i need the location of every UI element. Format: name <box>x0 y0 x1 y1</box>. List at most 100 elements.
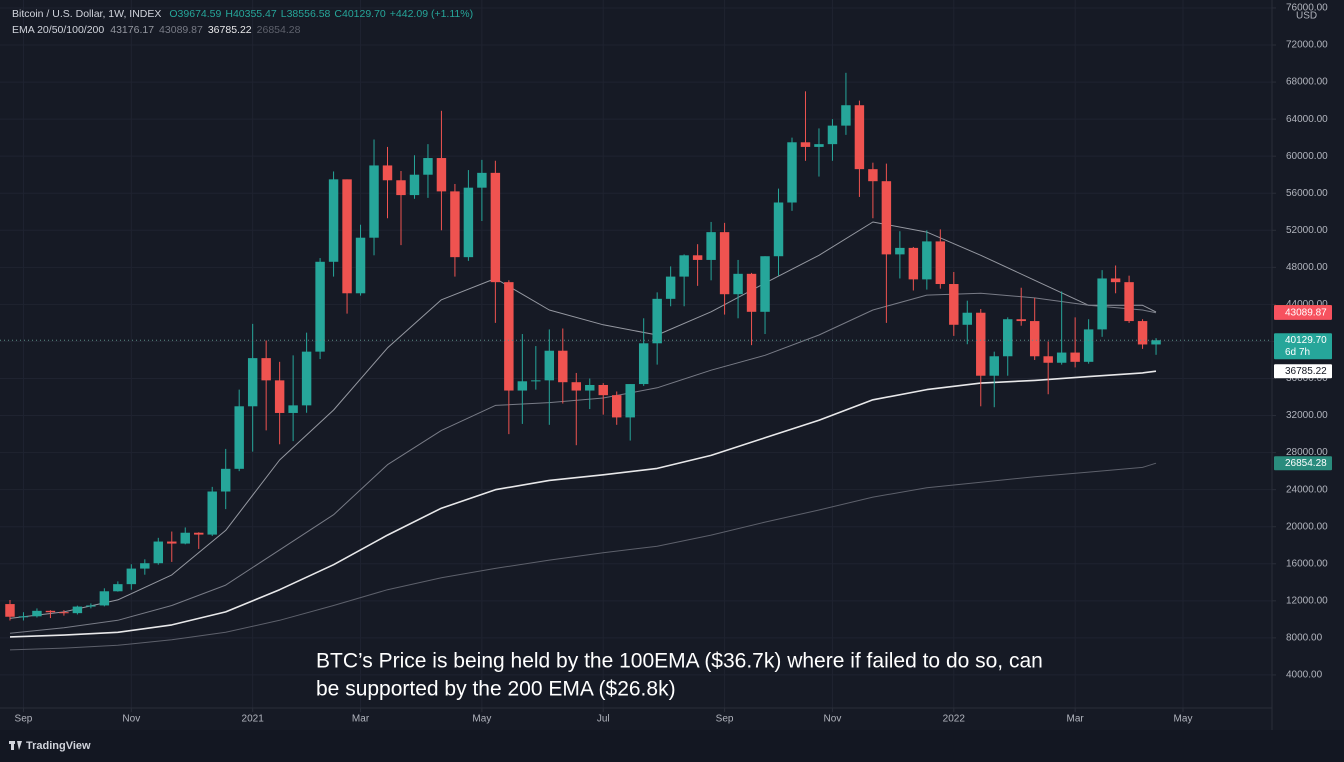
y-tick-label: 44000.00 <box>1286 299 1328 310</box>
candle-body <box>328 179 339 262</box>
candle-body <box>760 256 770 312</box>
annotation: be supported by the 200 EMA ($26.8k) <box>316 678 676 701</box>
candle-body <box>1016 319 1026 322</box>
ohlc-label: O39674.59 <box>169 8 221 20</box>
y-tick-label: 60000.00 <box>1286 151 1328 162</box>
candle-body <box>86 605 96 607</box>
candle-body <box>531 380 541 382</box>
candle-body <box>517 381 528 391</box>
candle-body <box>153 541 164 564</box>
candle-body <box>261 358 271 381</box>
x-tick-label: Sep <box>716 714 734 725</box>
currency: USD <box>1296 11 1317 22</box>
candle-body <box>436 158 447 192</box>
symbol-title: Bitcoin / U.S. Dollar, 1W, INDEX <box>12 8 161 20</box>
y-tick-label: 16000.00 <box>1286 558 1328 569</box>
candle-body <box>477 172 487 188</box>
ema-badge-bg <box>1274 305 1332 320</box>
x-tick-label: Nov <box>122 714 140 725</box>
candle-body <box>504 282 514 391</box>
y-tick-label: 28000.00 <box>1286 447 1328 458</box>
candle-body <box>274 380 285 413</box>
candle-body <box>706 232 716 260</box>
candle-body <box>1056 352 1067 363</box>
candle-body <box>1043 356 1053 363</box>
candle-body <box>585 384 595 391</box>
candle-body <box>868 169 878 182</box>
y-tick-label: 56000.00 <box>1286 188 1328 199</box>
candle-body <box>113 584 123 592</box>
candle-body <box>5 604 15 617</box>
candle-body <box>1097 278 1107 330</box>
candle-body <box>490 172 501 283</box>
ohlc-label: +442.09 (+1.11%) <box>390 8 473 20</box>
candle-body <box>544 350 555 381</box>
candle-body <box>612 395 622 418</box>
candle-body <box>558 350 568 383</box>
candle-body <box>1029 321 1040 357</box>
ema-badge-bg <box>1274 364 1332 379</box>
candle-body <box>288 405 298 413</box>
candle-body <box>396 180 406 196</box>
candle-body <box>665 276 676 299</box>
ema-badge-bg <box>1274 456 1332 471</box>
ohlc-label: H40355.47 <box>225 8 277 20</box>
ema-lines <box>9 221 1157 651</box>
y-tick-label: 12000.00 <box>1286 595 1328 606</box>
x-tick-label: Nov <box>824 714 842 725</box>
annotation: BTC’s Price is being held by the 100EMA … <box>316 650 1043 673</box>
candle-body <box>733 273 743 295</box>
candle-body <box>746 273 757 312</box>
y-tick-label: 24000.00 <box>1286 484 1328 495</box>
candle-body <box>355 237 366 294</box>
candle-body <box>207 491 217 535</box>
candle-body <box>638 343 649 385</box>
candle-body <box>854 105 865 170</box>
x-tick-label: 2021 <box>242 714 265 725</box>
ema-badge: 43089.87 <box>1285 307 1327 318</box>
candle-body <box>315 261 325 352</box>
candle-body <box>180 532 190 544</box>
candle-body <box>72 606 83 614</box>
y-tick-label: 72000.00 <box>1286 40 1328 51</box>
ema-value: 43089.87 <box>159 24 203 36</box>
x-tick-label: 2022 <box>943 714 966 725</box>
candle-body <box>18 616 29 618</box>
price-badges: 43176.1743089.8736785.2226854.2840129.70… <box>1274 305 1332 471</box>
candle-body <box>369 165 379 238</box>
candle-body <box>140 563 150 569</box>
y-tick-label: 20000.00 <box>1286 521 1328 532</box>
candle-body <box>1151 340 1161 345</box>
candle-body <box>247 358 258 407</box>
ema-value: 36785.22 <box>208 24 252 36</box>
candle-body <box>827 125 838 145</box>
x-tick-label: Jul <box>597 714 610 725</box>
candle-body <box>450 191 460 258</box>
price-badge-bg <box>1274 333 1332 360</box>
axes: 4000.00 8000.00 12000.00 16000.00 20000.00 24… <box>15 3 1329 725</box>
candle-body <box>571 382 581 391</box>
y-tick-label: 32000.00 <box>1286 410 1328 421</box>
ema-value: 43176.17 <box>110 24 154 36</box>
candle-body <box>719 232 730 295</box>
ema-value: 26854.28 <box>257 24 301 36</box>
candle-body <box>922 241 932 280</box>
candle-body <box>1137 321 1148 345</box>
x-tick-label: May <box>472 714 491 725</box>
y-tick-label: 52000.00 <box>1286 225 1328 236</box>
candle-body <box>962 312 972 325</box>
y-tick-label: 36000.00 <box>1286 373 1328 384</box>
candle-body <box>167 541 177 544</box>
candle-body <box>692 255 703 260</box>
candles <box>0 72 1272 621</box>
candle-body <box>679 255 689 277</box>
ohlc-label: L38556.58 <box>281 8 331 20</box>
candle-body <box>908 247 919 280</box>
candle-body <box>1003 319 1013 357</box>
candle-body <box>126 568 137 585</box>
candle-body <box>1110 278 1121 283</box>
candle-body <box>1070 352 1080 362</box>
ema-badge: 26854.28 <box>1285 458 1327 469</box>
